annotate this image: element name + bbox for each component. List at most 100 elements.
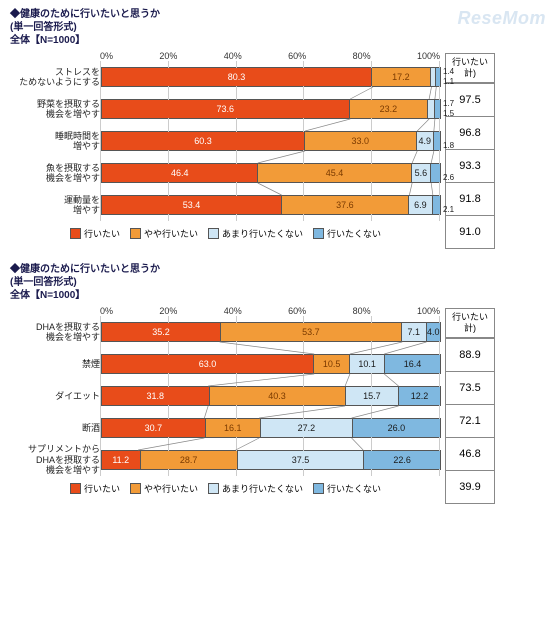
axis-tick: 80%: [353, 306, 371, 316]
overflow-value: 2.6: [443, 173, 454, 182]
legend-swatch: [70, 483, 81, 494]
chart-row: DHAを摂取する機会を増やす 35.253.77.14.0: [10, 316, 441, 348]
bar-segment: 26.0: [353, 419, 440, 437]
legend-item: やや行いたい: [130, 482, 198, 495]
chart-row: 野菜を摂取する機会を増やす 73.623.2 1.7 1.5: [10, 93, 441, 125]
legend-item: あまり行いたくない: [208, 482, 303, 495]
axis-tick: 100%: [417, 51, 440, 61]
bar-segment: 63.0: [102, 355, 314, 373]
segment-value: 80.3: [228, 72, 246, 82]
axis-tick: 60%: [288, 51, 306, 61]
legend: 行いたい やや行いたい あまり行いたくない 行いたくない: [10, 482, 441, 495]
segment-value: 16.1: [224, 423, 242, 433]
segment-value: 37.5: [292, 455, 310, 465]
bar-segment: 11.2: [102, 451, 141, 469]
bar-segment: 28.7: [141, 451, 238, 469]
legend-label: あまり行いたくない: [222, 482, 303, 495]
chart-row: 魚を摂取する機会を増やす 46.445.45.6 2.6: [10, 157, 441, 189]
bar-segment: 46.4: [102, 164, 258, 182]
legend-swatch: [313, 483, 324, 494]
overflow-value: 1.4: [443, 67, 454, 76]
chart-row: 断酒 30.716.127.226.0: [10, 412, 441, 444]
stacked-bar: 73.6 23.2: [101, 99, 441, 119]
bar-segment: 23.2: [350, 100, 429, 118]
axis-tick: 80%: [353, 51, 371, 61]
bar-segment: 17.2: [372, 68, 431, 86]
overflow-value: 2.1: [443, 205, 454, 214]
axis-tick: 20%: [159, 51, 177, 61]
row-label: ストレスをためないようにする: [10, 67, 101, 88]
overflow-value: 1.7: [443, 99, 454, 108]
bar-segment: [436, 68, 440, 86]
row-label: 運動量を増やす: [10, 195, 101, 216]
legend: 行いたい やや行いたい あまり行いたくない 行いたくない: [10, 227, 441, 240]
bar-segment: 73.6: [102, 100, 350, 118]
legend-label: やや行いたい: [144, 482, 198, 495]
segment-value: 27.2: [298, 423, 316, 433]
segment-value: 12.2: [411, 391, 429, 401]
legend-item: 行いたい: [70, 227, 120, 240]
bar-segment: 30.7: [102, 419, 206, 437]
segment-value: 33.0: [352, 136, 370, 146]
legend-label: やや行いたい: [144, 227, 198, 240]
axis-tick: 100%: [417, 306, 440, 316]
segment-value: 6.9: [414, 200, 427, 210]
segment-value: 16.4: [404, 359, 422, 369]
legend-item: あまり行いたくない: [208, 227, 303, 240]
stacked-bar: 46.445.4 5.6: [101, 163, 441, 183]
side-header: 行いたい計): [446, 309, 494, 338]
bar-segment: 31.8: [102, 387, 210, 405]
axis: 0%20%40%60%80%100%: [10, 302, 441, 316]
bar-segment: [435, 100, 440, 118]
legend-label: あまり行いたくない: [222, 227, 303, 240]
segment-value: 10.5: [323, 359, 341, 369]
segment-value: 26.0: [388, 423, 406, 433]
row-label: サプリメントからDHAを摂取する機会を増やす: [10, 444, 101, 475]
bar-segment: 45.4: [258, 164, 411, 182]
segment-value: 4.9: [419, 136, 432, 146]
legend-label: 行いたい: [84, 227, 120, 240]
side-cell: 88.9: [446, 338, 494, 371]
axis-tick: 60%: [288, 306, 306, 316]
bar-segment: 33.0: [305, 132, 417, 150]
watermark: ReseMom: [457, 8, 546, 29]
row-label: 睡眠時間を増やす: [10, 131, 101, 152]
stacked-bar: 60.333.04.9: [101, 131, 441, 151]
overflow-value: 1.5: [443, 109, 454, 118]
segment-value: 28.7: [180, 455, 198, 465]
bar-segment: 37.5: [238, 451, 365, 469]
stacked-bar: 53.437.66.9: [101, 195, 441, 215]
segment-value: 4.0: [427, 327, 440, 337]
bar-segment: 37.6: [282, 196, 409, 214]
stacked-bar: 63.0 10.5 10.1 16.4: [101, 354, 441, 374]
chart-row: 睡眠時間を増やす 60.333.04.9 1.8: [10, 125, 441, 157]
axis-tick: 40%: [224, 51, 242, 61]
row-label: 禁煙: [10, 359, 101, 369]
survey-title: ◆健康のために行いたいと思うか(単一回答形式)全体【N=1000】: [10, 263, 548, 302]
survey-block-1: ◆健康のために行いたいと思うか(単一回答形式)全体【N=1000】 0%20%4…: [0, 0, 558, 255]
side-cell: 39.9: [446, 470, 494, 503]
bar-segment: 16.1: [206, 419, 261, 437]
overflow-value: 1.1: [443, 77, 454, 86]
segment-value: 63.0: [199, 359, 217, 369]
side-cell: 73.5: [446, 371, 494, 404]
segment-value: 11.2: [112, 455, 129, 465]
segment-value: 10.1: [358, 359, 376, 369]
segment-value: 73.6: [217, 104, 235, 114]
bar-segment: 80.3: [102, 68, 372, 86]
stacked-bar: 30.7 16.1 27.2 26.0: [101, 418, 441, 438]
bar-segment: 7.1: [402, 323, 427, 341]
bar-segment: 16.4: [385, 355, 440, 373]
row-label: 野菜を摂取する機会を増やす: [10, 99, 101, 120]
chart-area: 0%20%40%60%80%100% DHAを摂取する機会を増やす 35.253…: [10, 302, 441, 495]
segment-value: 53.7: [302, 327, 320, 337]
stacked-bar: 31.840.315.712.2: [101, 386, 441, 406]
side-cell: 46.8: [446, 437, 494, 470]
bar-segment: 4.9: [417, 132, 434, 150]
legend-item: やや行いたい: [130, 227, 198, 240]
row-label: 魚を摂取する機会を増やす: [10, 163, 101, 184]
legend-item: 行いたい: [70, 482, 120, 495]
segment-value: 40.3: [268, 391, 286, 401]
segment-value: 5.6: [415, 168, 428, 178]
segment-value: 35.2: [152, 327, 170, 337]
